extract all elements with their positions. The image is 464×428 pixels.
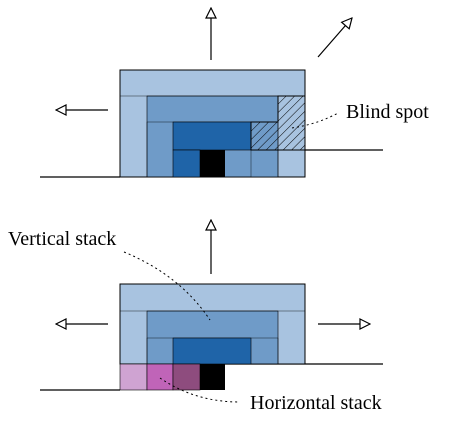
top-core-block (200, 150, 225, 177)
top-inner-step (172, 149, 201, 178)
top-inner-block (172, 121, 252, 151)
top-diagram: Blind spot (40, 8, 429, 178)
bottom-diagram: Vertical stack Horizontal stack (8, 220, 383, 414)
bottom-core-block (200, 364, 225, 390)
vertical-stack-label: Vertical stack (8, 228, 116, 250)
blind-spot-label: Blind spot (346, 101, 429, 123)
top-arrow-diagonal (317, 18, 352, 58)
horizontal-stack-label: Horizontal stack (250, 392, 382, 414)
blind-spot-hatch (250, 95, 306, 151)
horizontal-stack-dark (172, 363, 201, 391)
horizontal-stack-mid (146, 363, 174, 391)
blind-spot-leader (291, 112, 339, 129)
horizontal-stack-light (119, 363, 148, 391)
bottom-inner-block (172, 337, 252, 365)
horizontal-stack-leader (159, 377, 241, 403)
